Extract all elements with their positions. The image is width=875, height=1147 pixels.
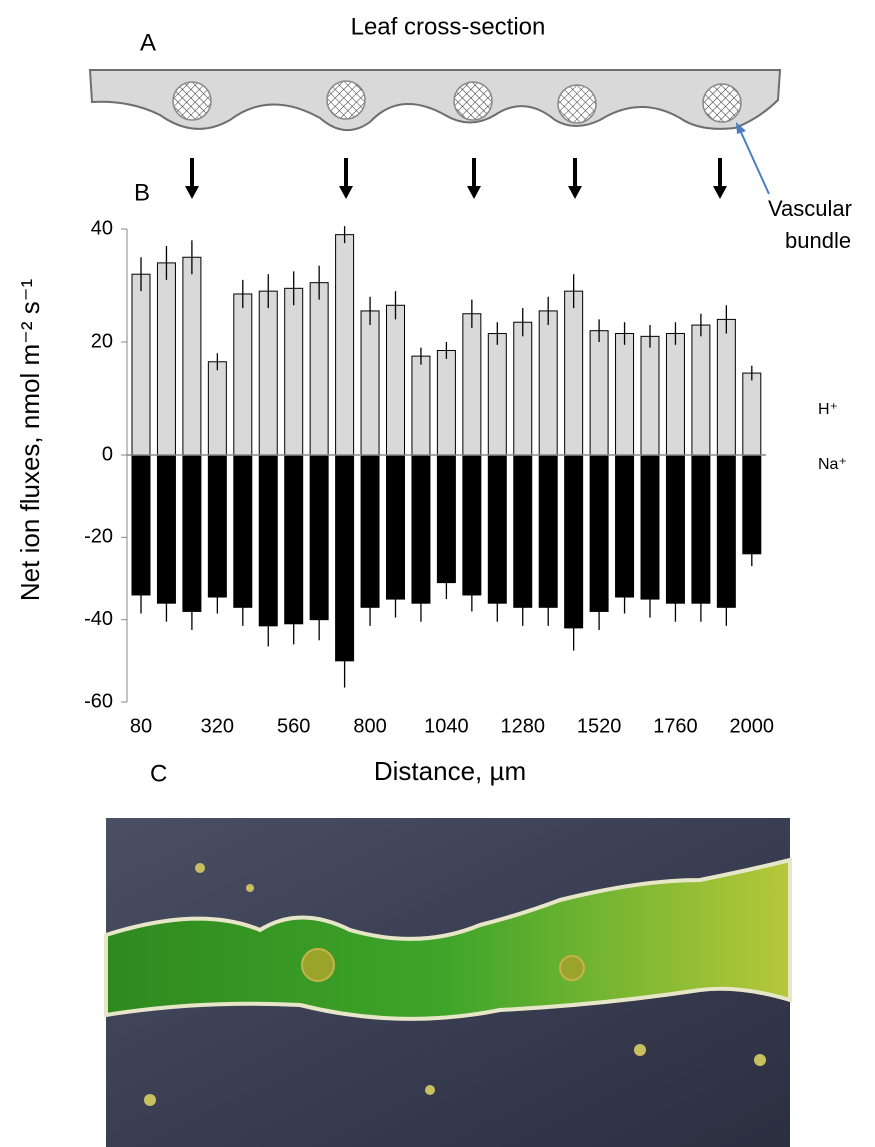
bar (156, 262, 176, 456)
bar (182, 454, 202, 612)
bar (233, 293, 253, 456)
bar (742, 372, 762, 456)
bar (335, 454, 355, 662)
bar (411, 454, 431, 604)
bar (207, 454, 227, 598)
bar (665, 454, 685, 604)
bar (462, 313, 482, 456)
y-axis-label: Net ion fluxes, nmol m⁻² s⁻¹ (15, 279, 45, 602)
bar (284, 287, 304, 456)
x-tick-label: 2000 (730, 715, 775, 737)
vascular-bundles (172, 80, 742, 124)
bar (538, 310, 558, 456)
callout-text: bundle (785, 228, 851, 253)
callout-line (739, 129, 770, 195)
bar (691, 324, 711, 456)
x-tick-label: 1040 (424, 715, 469, 737)
x-tick-label: 1760 (653, 715, 698, 737)
bar (309, 282, 329, 456)
bar (742, 454, 762, 555)
bar (615, 454, 635, 598)
bar (258, 290, 278, 456)
x-tick-label: 320 (201, 715, 234, 737)
bar (691, 454, 711, 604)
bar (207, 361, 227, 456)
micrograph (104, 818, 792, 1147)
bar (487, 333, 507, 456)
bar (640, 335, 660, 456)
panel-label: A (140, 29, 156, 56)
y-tick-label: 40 (91, 217, 113, 239)
bar (513, 321, 533, 456)
bar (538, 454, 558, 608)
diagram-title: Leaf cross-section (351, 13, 546, 40)
callout-text: Vascular (768, 196, 852, 221)
bar (615, 333, 635, 456)
bar (360, 310, 380, 456)
y-tick-label: 20 (91, 330, 113, 352)
bar (411, 355, 431, 456)
bar (436, 349, 456, 456)
arrows (185, 158, 727, 199)
panel-label: B (134, 179, 150, 206)
legend-label: Na⁺ (818, 456, 847, 473)
x-tick-label: 1280 (501, 715, 546, 737)
panel-label: C (150, 760, 167, 787)
x-tick-label: 800 (353, 715, 386, 737)
bar (462, 454, 482, 596)
bar (335, 234, 355, 456)
bar (716, 318, 736, 456)
leaf-shape (88, 69, 782, 131)
bar (436, 454, 456, 584)
bar (258, 454, 278, 627)
bar (564, 454, 584, 629)
y-tick-label: 0 (102, 443, 113, 465)
bar (284, 454, 304, 625)
bar (131, 454, 151, 596)
callout-head (736, 122, 746, 134)
x-tick-label: 80 (130, 715, 152, 737)
bar (131, 273, 151, 456)
plot: 0 20 40 -60 -40 -20 80 320 560 800 1040 1280 1520 176… (84, 217, 847, 737)
bar (233, 454, 253, 608)
bar (716, 454, 736, 608)
bar (487, 454, 507, 604)
bar (513, 454, 533, 608)
bar (182, 256, 202, 456)
x-axis-label: Distance, µm (374, 756, 526, 786)
legend-label: H⁺ (818, 401, 838, 418)
x-tick-label: 1520 (577, 715, 622, 737)
bar (360, 454, 380, 608)
x-tick-label: 560 (277, 715, 310, 737)
bar (564, 290, 584, 456)
bar (665, 333, 685, 456)
bar (386, 304, 405, 456)
bar (589, 330, 609, 456)
bar (386, 454, 405, 600)
bar (156, 454, 176, 604)
y-tick-label: -40 (84, 608, 113, 630)
bar (309, 454, 329, 621)
y-tick-label: -60 (84, 690, 113, 712)
bar (640, 454, 660, 600)
y-tick-label: -20 (84, 526, 113, 548)
bar (589, 454, 609, 612)
